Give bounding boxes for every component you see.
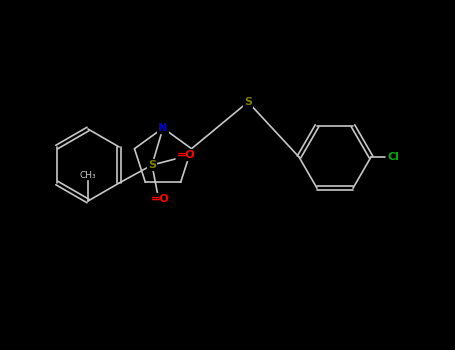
- Text: =O: =O: [151, 194, 169, 204]
- Text: =O: =O: [177, 150, 195, 160]
- Text: Cl: Cl: [387, 152, 399, 162]
- Text: N: N: [158, 123, 167, 133]
- Text: N: N: [158, 123, 167, 133]
- Text: CH₃: CH₃: [80, 170, 96, 180]
- Text: S: S: [148, 160, 156, 170]
- Text: S: S: [244, 97, 252, 107]
